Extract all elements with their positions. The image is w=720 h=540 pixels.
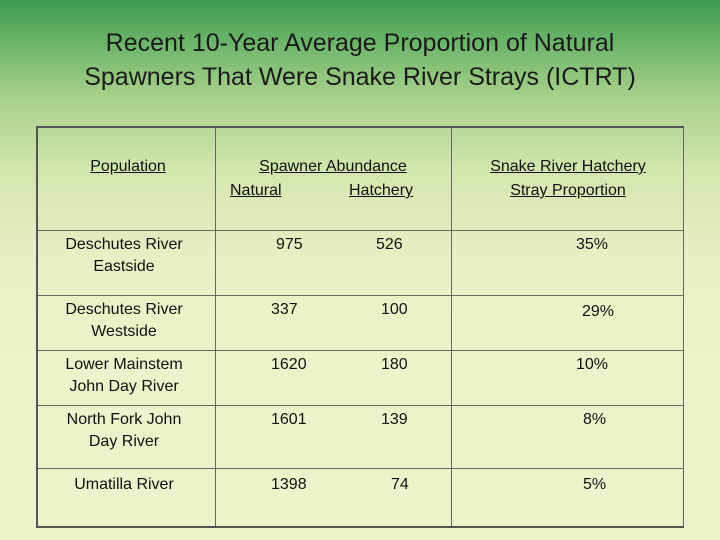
population-name: Deschutes River <box>65 236 183 253</box>
stray-value: 8% <box>583 411 607 428</box>
population-name: Lower Mainstem <box>65 356 183 373</box>
stray-value: 35% <box>576 236 609 253</box>
slide-title-line1: Recent 10-Year Average Proportion of Nat… <box>105 29 615 57</box>
row-divider <box>38 468 683 469</box>
hatchery-value: 526 <box>376 236 403 253</box>
natural-value: 1601 <box>271 411 307 428</box>
natural-value: 975 <box>276 236 303 253</box>
natural-value: 1620 <box>271 356 307 373</box>
header-stray-line2: Stray Proportion <box>510 182 626 199</box>
column-divider <box>215 128 216 526</box>
population-name: North Fork John <box>66 411 182 428</box>
hatchery-value: 74 <box>391 476 409 493</box>
hatchery-value: 139 <box>381 411 408 428</box>
stray-value: 29% <box>582 303 615 320</box>
row-divider <box>38 350 683 351</box>
stray-proportion-table: Population Spawner Abundance Natural Hat… <box>36 126 684 528</box>
header-abundance: Spawner Abundance <box>228 156 438 178</box>
population-name: Day River <box>88 433 160 450</box>
column-divider <box>451 128 452 526</box>
row-divider <box>38 295 683 296</box>
table-row-population: Umatilla River <box>38 474 210 496</box>
header-hatchery: Hatchery <box>349 182 414 199</box>
population-name: Westside <box>91 323 157 340</box>
header-abundance-title: Spawner Abundance <box>259 158 407 175</box>
slide-title: Recent 10-Year Average Proportion of Nat… <box>0 26 720 94</box>
population-name: Eastside <box>93 258 155 275</box>
stray-value: 5% <box>583 476 607 493</box>
population-name: Deschutes River <box>65 301 183 318</box>
hatchery-value: 100 <box>381 301 408 318</box>
population-name: Umatilla River <box>74 476 174 493</box>
table-row-population: Deschutes River Eastside <box>38 234 210 278</box>
table-row-population: Deschutes River Westside <box>38 299 210 343</box>
stray-value: 10% <box>576 356 609 373</box>
population-name: John Day River <box>69 378 179 395</box>
row-divider <box>38 405 683 406</box>
natural-value: 337 <box>271 301 298 318</box>
hatchery-value: 180 <box>381 356 408 373</box>
natural-value: 1398 <box>271 476 307 493</box>
header-population: Population <box>90 158 166 175</box>
header-natural: Natural <box>230 182 282 199</box>
row-divider <box>38 230 683 231</box>
slide-title-line2: Spawners That Were Snake River Strays (I… <box>84 63 636 91</box>
table-row-population: North Fork John Day River <box>38 409 210 453</box>
header-stray-line1: Snake River Hatchery <box>490 158 646 175</box>
table-row-population: Lower Mainstem John Day River <box>38 354 210 398</box>
